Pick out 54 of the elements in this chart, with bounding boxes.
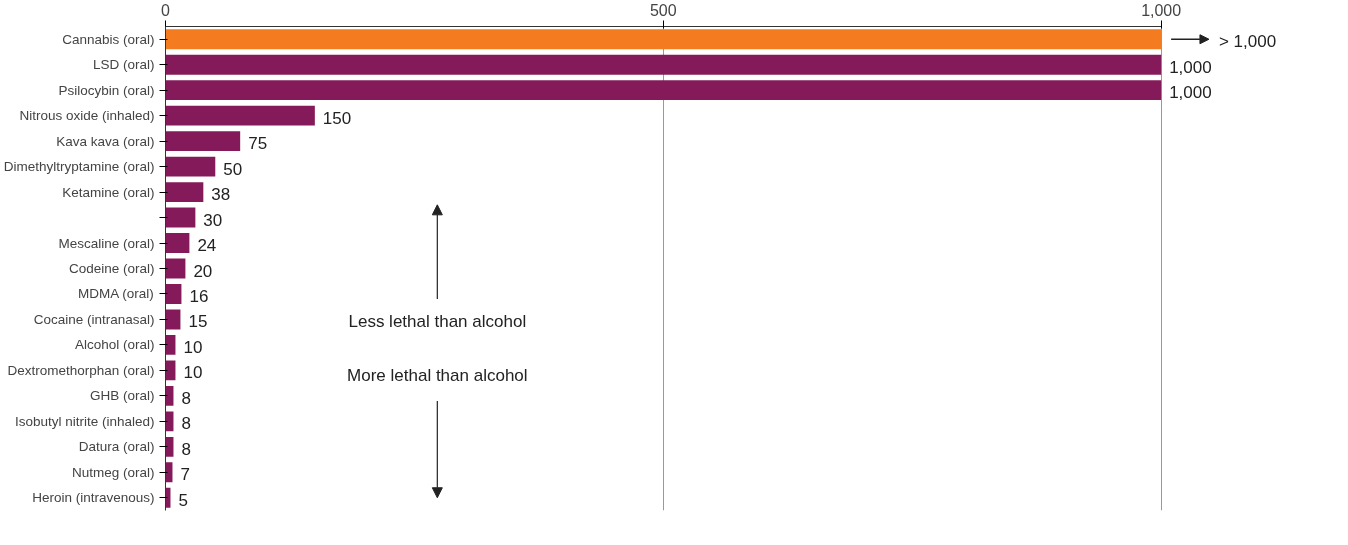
- y-tick-label: LSD (oral): [92, 57, 155, 73]
- data-label: 24: [197, 236, 217, 256]
- data-label: 10: [183, 337, 203, 357]
- y-tick-label: Dimethyltryptamine (oral): [3, 159, 155, 175]
- y-tick-label: Mescaline (oral): [58, 235, 155, 251]
- y-tick-label: Dextromethorphan (oral): [7, 362, 155, 378]
- y-tick-label: Alcohol (oral): [74, 337, 155, 353]
- data-label: 150: [322, 108, 352, 128]
- data-label: 8: [181, 414, 191, 434]
- bar: [165, 80, 1162, 101]
- bar: [165, 182, 204, 203]
- y-tick-label: Cocaine (intranasal): [33, 311, 155, 327]
- data-label: 5: [178, 490, 188, 510]
- data-label: 15: [188, 312, 208, 332]
- data-label: 1,000: [1169, 83, 1212, 103]
- bar: [165, 360, 176, 381]
- y-tick-label: GHB (oral): [89, 388, 155, 404]
- x-tick-label: 0: [161, 1, 171, 19]
- y-tick-label: Heroin (intravenous): [32, 490, 155, 506]
- data-label: 20: [193, 261, 213, 281]
- data-label: 8: [181, 439, 191, 459]
- y-tick-label: Datura (oral): [78, 439, 155, 455]
- text: > 1,000: [1218, 31, 1277, 51]
- y-tick-label: Ketamine (oral): [62, 184, 155, 200]
- annotation: Less lethal than alcohol: [348, 312, 527, 332]
- data-label: 1,000: [1169, 57, 1212, 77]
- data-label: 16: [189, 286, 209, 306]
- x-tick-label: 500: [649, 1, 677, 19]
- data-label: 7: [180, 465, 190, 485]
- bar: [165, 131, 241, 152]
- bar: [165, 284, 182, 304]
- y-tick-label: Psilocybin (oral): [58, 82, 155, 98]
- data-label: 75: [248, 134, 268, 154]
- bar: [165, 156, 216, 177]
- bar: [165, 233, 190, 253]
- y-tick-label: Codeine (oral): [68, 261, 155, 276]
- y-tick-label: MDMA (oral): [78, 286, 154, 302]
- y-tick-label: Nitrous oxide (inhaled): [19, 108, 155, 124]
- bar: [165, 105, 315, 126]
- data-label: 8: [181, 388, 191, 408]
- x-tick-label: 1,000: [1141, 1, 1182, 19]
- data-label: 10: [183, 363, 203, 383]
- y-tick-label: Kava kava (oral): [56, 133, 155, 149]
- annotation: More lethal than alcohol: [347, 365, 528, 385]
- y-tick-label: Cannabis (oral): [62, 31, 155, 47]
- y-tick-label: Nutmeg (oral): [71, 464, 155, 480]
- bar: [165, 54, 1162, 75]
- bar: [165, 334, 176, 355]
- y-tick-label: Isobutyl nitrite (inhaled): [14, 413, 155, 429]
- data-label: 38: [211, 185, 231, 205]
- bar: [165, 207, 196, 228]
- data-label: 50: [223, 159, 243, 179]
- bar: [165, 258, 186, 279]
- data-label: 30: [203, 210, 223, 230]
